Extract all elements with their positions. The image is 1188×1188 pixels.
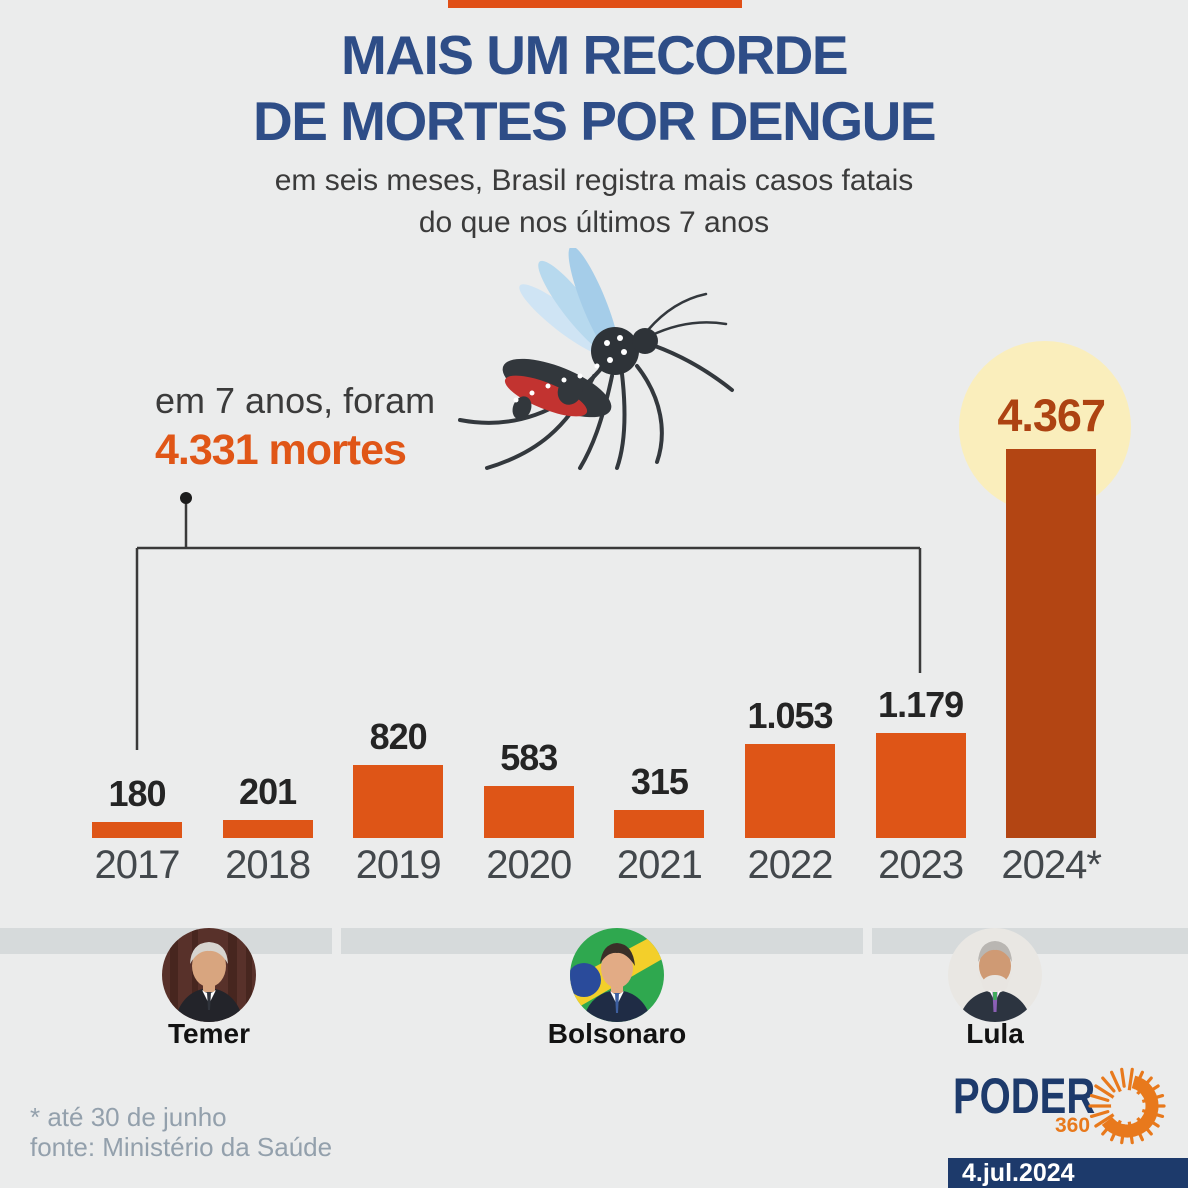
bar-column-2022: 1.053: [724, 696, 856, 838]
date-text: 4.jul.2024: [962, 1158, 1075, 1187]
subtitle-line-1: em seis meses, Brasil registra mais caso…: [274, 164, 914, 197]
term-band-temer: [0, 928, 332, 954]
temer-photo: [162, 928, 256, 1022]
starburst-icon: [1088, 1067, 1166, 1145]
poder-wordmark: PODER: [953, 1068, 1096, 1124]
annotation-7-anos: em 7 anos, foram 4.331 mortes: [155, 378, 435, 476]
bar-column-2021: 315: [593, 762, 725, 838]
page-title: MAIS UM RECORDE DE MORTES POR DENGUE: [0, 22, 1188, 154]
bolsonaro-name: Bolsonaro: [547, 1018, 687, 1049]
bar: [745, 744, 835, 838]
bar-value-label: 315: [630, 761, 689, 802]
annotation-value: 4.331 mortes: [155, 426, 407, 474]
poder360-logo: PODER 360: [953, 1067, 1188, 1155]
year-label: 2021: [616, 843, 703, 887]
bar: [875, 733, 966, 838]
year-label: 2023: [878, 843, 964, 887]
lula-name: Lula: [966, 1018, 1024, 1049]
footnote-source: fonte: Ministério da Saúde: [30, 1132, 333, 1162]
bar: [92, 822, 182, 838]
bar-column-2018: 201: [202, 772, 334, 838]
bar-column-2019: 820: [332, 717, 464, 838]
bar-column-2020: 583: [463, 738, 595, 838]
bar: [614, 810, 705, 838]
title-line-1: MAIS UM RECORDE: [340, 24, 849, 86]
date-badge: 4.jul.2024: [948, 1158, 1188, 1188]
page-subtitle: em seis meses, Brasil registra mais caso…: [0, 160, 1188, 244]
bar: [222, 820, 313, 838]
bar-value-label: 583: [500, 737, 558, 778]
year-label: 2019: [355, 843, 442, 887]
bolsonaro-avatar: [570, 928, 664, 1022]
bar-column-2017: 180: [71, 774, 203, 838]
temer-avatar: [162, 928, 256, 1022]
bar: [353, 765, 444, 838]
bar-value-label: 820: [369, 716, 428, 757]
temer-name: Temer: [168, 1018, 250, 1049]
bar-value-label: 180: [108, 773, 166, 814]
lula-photo: [948, 928, 1042, 1022]
footnotes: * até 30 de junho fonte: Ministério da S…: [30, 1102, 332, 1162]
footnote-asterisk: * até 30 de junho: [30, 1102, 227, 1132]
year-label: 2022: [747, 843, 834, 887]
bar-value-label: 1.053: [747, 695, 833, 736]
bar: [483, 786, 574, 838]
year-label: 2024*: [1001, 843, 1102, 887]
year-label: 2017: [94, 843, 181, 887]
bar-value-label: 1.179: [878, 684, 964, 725]
bar-value-label: 201: [239, 771, 297, 812]
accent-strip: [448, 0, 742, 8]
year-label: 2018: [225, 843, 311, 887]
bar-column-2023: 1.179: [855, 685, 987, 838]
annotation-prefix: em 7 anos, foram: [155, 380, 436, 421]
bracket-dot: [180, 492, 192, 504]
year-label: 2020: [486, 843, 572, 887]
lula-avatar: [948, 928, 1042, 1022]
bar: [1006, 449, 1097, 838]
subtitle-line-2: do que nos últimos 7 anos: [418, 206, 770, 239]
title-line-2: DE MORTES POR DENGUE: [252, 90, 937, 152]
bar-column-2024*: 4.367: [985, 391, 1117, 838]
poder-360-label: 360: [1055, 1114, 1091, 1137]
mosquito-icon: [458, 248, 734, 470]
bar-value-label: 4.367: [997, 390, 1106, 441]
bolsonaro-photo: [570, 928, 664, 1022]
